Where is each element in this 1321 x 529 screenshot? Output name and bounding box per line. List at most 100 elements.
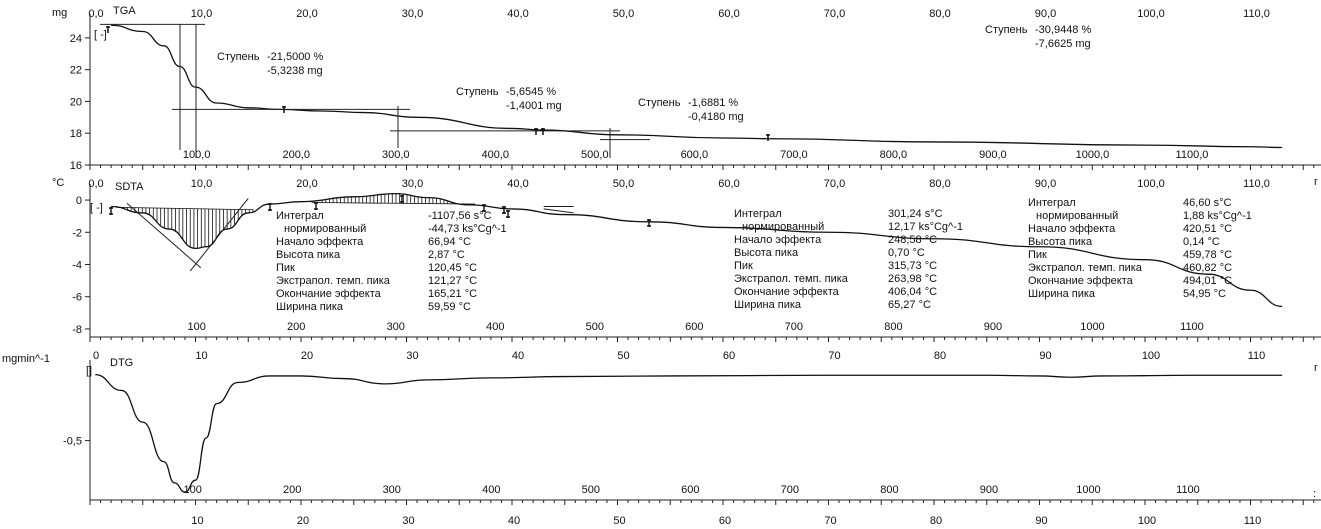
peak-param-label: Пик — [276, 262, 295, 274]
x-temperature-label: 400 — [486, 321, 504, 333]
sdta-peak-hatching — [115, 193, 476, 249]
peak-param-value: 12,17 ks°Cg^-1 — [888, 221, 963, 233]
step-mass: -7,6625 mg — [1035, 38, 1091, 50]
peak-param-value: 46,60 s°C — [1183, 197, 1231, 209]
x-temperature-label: 300 — [387, 321, 405, 333]
x-temperature-label: 800 — [884, 321, 902, 333]
peak-param-value: 248,58 °C — [888, 234, 937, 246]
x-temperature-label: 100 — [188, 321, 206, 333]
x-unit-label: r — [1314, 362, 1318, 374]
y-tick-label: 24 — [70, 33, 82, 45]
x-time-label: 70 — [828, 350, 840, 362]
x-time-label: 30 — [406, 350, 418, 362]
x-axis-label: 40 — [508, 515, 520, 527]
x-time-label: 0,0 — [88, 178, 103, 190]
peak-param-value: 263,98 °C — [888, 273, 937, 285]
x-temperature-label: 100 — [184, 484, 202, 496]
panel-title: SDTA — [115, 181, 144, 193]
y-tick-label: -4 — [72, 260, 82, 272]
x-temperature-label: 200 — [287, 321, 305, 333]
x-time-label: 60,0 — [718, 8, 739, 20]
y-tick-label: 22 — [70, 65, 82, 77]
peak-param-label: нормированный — [742, 221, 824, 233]
x-temperature-label: 500,0 — [581, 149, 609, 161]
y-tick-label: 0 — [76, 195, 82, 207]
step-label: Ступень — [456, 86, 499, 98]
peak-table-2: Интеграл 301,24 s°C нормированный 12,17 ks°… — [734, 208, 963, 311]
x-temperature-label: 200 — [283, 484, 301, 496]
y-tick-label: 16 — [70, 160, 82, 172]
x-time-label: 90,0 — [1035, 178, 1056, 190]
step-marker — [534, 128, 538, 135]
x-temperature-label: 1000,0 — [1076, 149, 1110, 161]
step-percent: -21,5000 % — [267, 51, 323, 63]
x-temperature-label: 700 — [781, 484, 799, 496]
peak-marker — [506, 210, 510, 218]
x-time-label: 10,0 — [191, 8, 212, 20]
x-temperature-label: 400,0 — [482, 149, 510, 161]
step-label: Ступень — [217, 51, 260, 63]
peak-param-value: 66,94 °C — [428, 236, 471, 248]
x-time-label: 0,0 — [88, 8, 103, 20]
peak-baseline — [311, 202, 476, 205]
peak-param-label: Высота пика — [734, 247, 799, 259]
x-temperature-label: 1000 — [1080, 321, 1104, 333]
peak-marker — [109, 207, 113, 215]
peak-param-label: Пик — [1028, 249, 1047, 261]
peak-param-label: Интеграл — [734, 208, 782, 220]
peak-param-label: Интеграл — [276, 210, 324, 222]
peak-param-value: 459,78 °C — [1183, 249, 1232, 261]
peak-param-label: Экстрапол. темп. пика — [1028, 262, 1143, 274]
x-time-label: 40,0 — [507, 178, 528, 190]
peak-marker — [482, 204, 486, 212]
x-axis-label: 110 — [1244, 515, 1262, 527]
peak-param-value: 2,87 °C — [428, 249, 465, 261]
step-marker — [541, 128, 545, 135]
curve-start-marker: [ -] — [94, 29, 107, 41]
peak-param-value: 121,27 °C — [428, 275, 477, 287]
x-time-label: 20 — [301, 350, 313, 362]
peak-param-value: 460,82 °C — [1183, 262, 1232, 274]
x-temperature-label: 700,0 — [780, 149, 808, 161]
x-time-label: 10,0 — [191, 178, 212, 190]
peak-param-value: -1107,56 s°C — [428, 210, 492, 222]
y-tick-label: 20 — [70, 96, 82, 108]
y-axis-label: mgmin^-1 — [2, 353, 50, 365]
tga-step-markers: [ -] — [94, 23, 770, 158]
x-axis-label: 90 — [1035, 515, 1047, 527]
step-mass: -0,4180 mg — [688, 111, 744, 123]
x-time-label: 100,0 — [1137, 8, 1165, 20]
peak-param-value: 165,21 °C — [428, 288, 477, 300]
x-time-label: 0 — [93, 350, 99, 362]
x-temperature-label: 900 — [980, 484, 998, 496]
x-time-label: 40 — [512, 350, 524, 362]
panel-tga: 16 18 20 22 24 mg TGA 0,0 10,0 20,0 30,0 40,0 50,0 60… — [52, 5, 1321, 172]
x-temperature-label: 1100 — [1176, 484, 1200, 496]
peak-param-value: 1,88 ks°Cg^-1 — [1183, 210, 1252, 222]
x-temperature-label: 900,0 — [979, 149, 1007, 161]
x-time-label: 110,0 — [1243, 178, 1270, 190]
peak-param-value: -44,73 ks°Cg^-1 — [428, 223, 507, 235]
peak-param-label: Пик — [734, 260, 753, 272]
x-time-label: 20,0 — [296, 178, 317, 190]
panel-title: DTG — [110, 357, 133, 369]
x-axis-label: 80 — [930, 515, 942, 527]
peak-baseline — [116, 206, 254, 211]
x-time-label: 80,0 — [929, 178, 950, 190]
x-axis-label: 10 — [191, 515, 203, 527]
x-unit-label: : — [1313, 488, 1316, 500]
peak-param-value: 0,70 °C — [888, 247, 925, 259]
x-time-label: 70,0 — [824, 178, 845, 190]
x-time-label: 80,0 — [929, 8, 950, 20]
x-time-label: 30,0 — [402, 8, 423, 20]
step-marker — [106, 26, 110, 33]
peak-param-label: Окончание эффекта — [734, 286, 840, 298]
step-marker — [766, 134, 770, 141]
peak-param-value: 120,45 °C — [428, 262, 477, 274]
peak-param-label: Высота пика — [276, 249, 341, 261]
y-tick-label: -2 — [72, 227, 82, 239]
curve-tga — [111, 24, 1283, 149]
step-percent: -1,6881 % — [688, 97, 738, 109]
x-time-label: 60 — [723, 350, 735, 362]
